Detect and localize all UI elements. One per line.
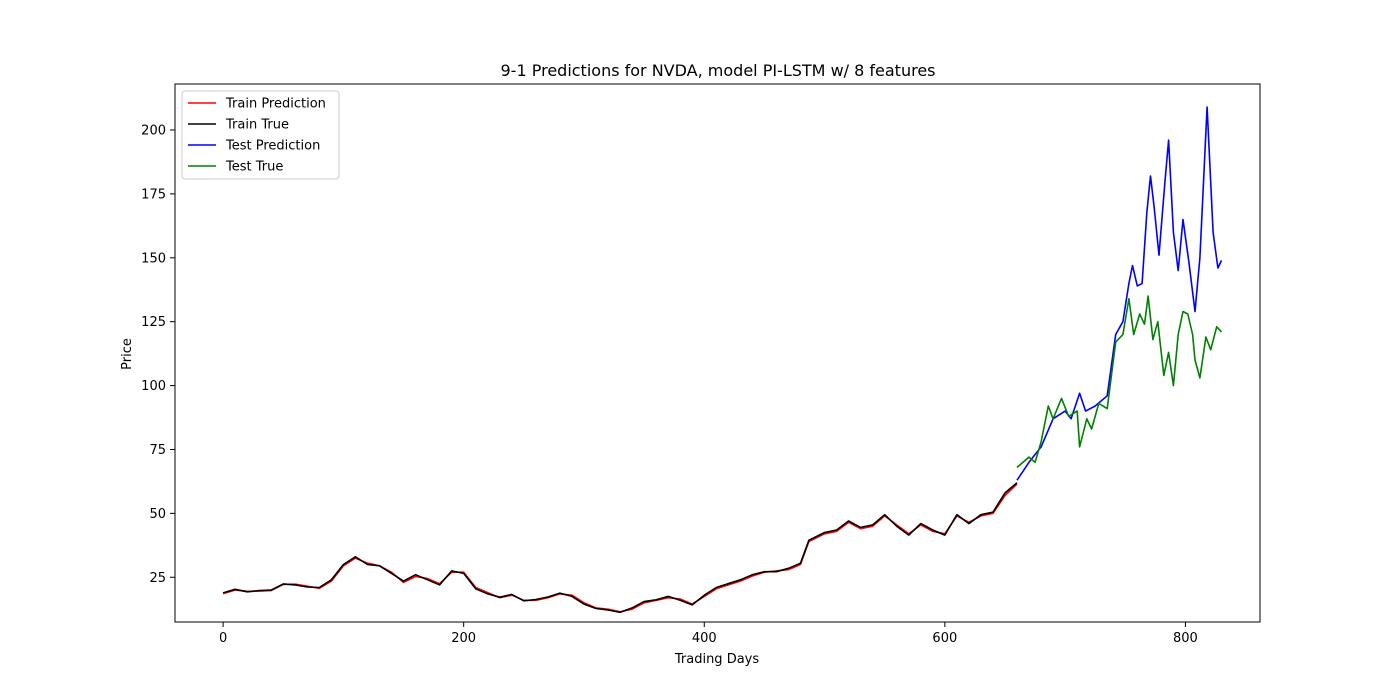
x-tick-label: 400: [692, 631, 717, 646]
y-tick-label: 100: [141, 379, 166, 394]
legend-label: Train True: [225, 118, 289, 133]
x-tick-label: 0: [219, 631, 227, 646]
y-tick-label: 150: [141, 251, 166, 266]
plot-area: [174, 83, 1261, 623]
series-line-train-true: [222, 482, 1018, 614]
legend-label: Test True: [225, 160, 283, 175]
x-axis: 0 200 400 600 800: [219, 622, 1198, 646]
series-line-test-true: [1016, 295, 1223, 469]
legend-label: Test Prediction: [225, 139, 320, 154]
x-axis-label: Trading Days: [674, 652, 759, 667]
y-tick-label: 75: [149, 443, 166, 458]
y-tick-label: 200: [141, 124, 166, 139]
legend-label: Train Prediction: [225, 97, 326, 112]
legend: Train Prediction Train True Test Predictio…: [181, 90, 340, 180]
x-tick-label: 600: [932, 631, 957, 646]
y-tick-label: 50: [149, 507, 166, 522]
y-tick-label: 25: [149, 571, 166, 586]
chart-title: 9-1 Predictions for NVDA, model PI-LSTM …: [501, 61, 936, 80]
y-tick-label: 125: [141, 315, 166, 330]
x-tick-label: 800: [1173, 631, 1198, 646]
y-axis: 25 50 75 100 125 150 175 200: [141, 124, 175, 586]
legend-box: [181, 90, 340, 180]
plot-frame: [174, 83, 1261, 623]
y-axis-label: Price: [120, 338, 135, 370]
x-tick-label: 200: [451, 631, 476, 646]
y-tick-label: 175: [141, 187, 166, 202]
